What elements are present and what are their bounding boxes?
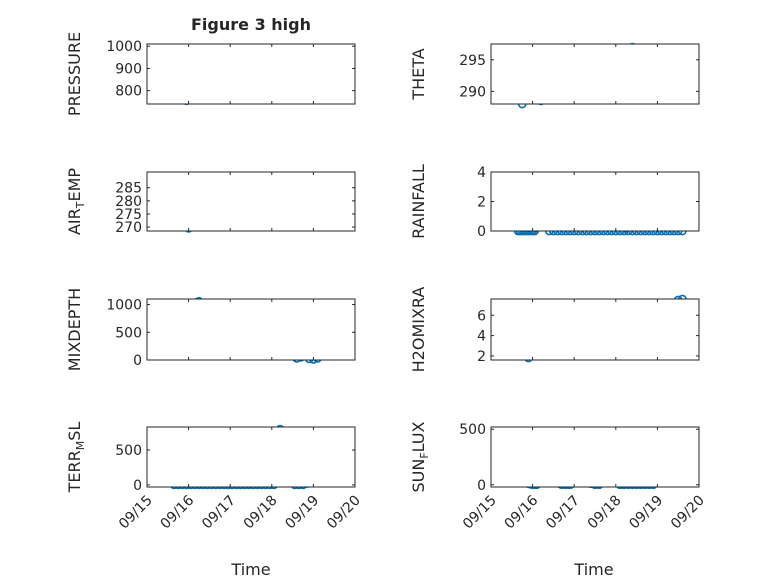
terr_msl-y-tick-label-1: 500: [115, 443, 142, 459]
h2omixra-y-axis-label: H2OMIXRA: [409, 287, 428, 373]
h2omixra-y-tick-label-2: 6: [477, 308, 486, 324]
pressure-y-tick-label-1: 900: [115, 61, 142, 77]
air_temp-y-tick-label-2: 280: [115, 194, 142, 210]
mixdepth-y-axis-label: MIXDEPTH: [65, 288, 84, 371]
x-axis-label-left: Time: [230, 560, 270, 579]
panel-rainfall: 0 2 4 RAINFALL: [409, 164, 700, 240]
theta-y-tick-label-0: 290: [459, 84, 486, 100]
rainfall-axes-box: [490, 171, 700, 232]
pressure-axes-box: [146, 43, 356, 105]
rainfall-y-tick-label-0: 0: [477, 224, 486, 240]
panel-theta: 290 295 THETA: [409, 42, 700, 109]
sun_flux-y-tick-label-0: 0: [477, 478, 486, 494]
sun_flux-y-axis-label: SUNFLUX: [409, 421, 431, 492]
mixdepth-y-tick-label-1: 500: [115, 325, 142, 341]
terr_msl-y-axis-label: TERRMSL: [65, 422, 87, 494]
theta-y-axis-label: THETA: [409, 48, 428, 100]
rainfall-y-axis-label: RAINFALL: [409, 164, 428, 239]
panel-pressure: 800 900 1000 PRESSURE: [65, 32, 356, 116]
h2omixra-axes-box: [490, 298, 700, 361]
air_temp-axes-box: [146, 171, 356, 232]
sun_flux-y-axis-label-subscript: F: [418, 452, 431, 458]
terr_msl-y-axis-label-rest: SL: [65, 422, 84, 441]
pressure-y-axis-label: PRESSURE: [65, 32, 84, 116]
rainfall-y-tick-label-1: 2: [477, 195, 486, 211]
air_temp-y-tick-label-1: 275: [115, 207, 142, 223]
mixdepth-y-tick-label-2: 1000: [106, 298, 142, 314]
sun_flux-axes-box: [490, 426, 700, 488]
air_temp-y-tick-label-0: 270: [115, 220, 142, 236]
terr_msl-axes-box: [146, 426, 356, 488]
terr_msl-y-axis-label-subscript: M: [74, 441, 87, 451]
x-axis-label-right: Time: [573, 560, 613, 579]
air_temp-y-tick-label-3: 285: [115, 181, 142, 197]
air_temp-y-axis-label: AIRTEMP: [65, 168, 87, 235]
pressure-y-tick-label-0: 800: [115, 84, 142, 100]
figure-title: Figure 3 high: [191, 15, 311, 34]
sun_flux-y-axis-label-rest: LUX: [409, 421, 428, 452]
terr_msl-y-axis-label-main: TERR: [65, 450, 84, 493]
terr_msl-y-tick-label-0: 0: [133, 478, 142, 494]
air_temp-y-axis-label-main: AIR: [65, 208, 84, 235]
panel-mixdepth: 0 500 1000 MIXDEPTH: [65, 288, 356, 371]
air_temp-y-axis-label-rest: EMP: [65, 168, 84, 202]
sun_flux-y-tick-label-1: 500: [459, 422, 486, 438]
rainfall-y-tick-label-2: 4: [477, 165, 486, 181]
theta-axes-box: [490, 43, 700, 105]
mixdepth-y-tick-label-0: 0: [133, 353, 142, 369]
air_temp-y-axis-label-subscript: T: [74, 201, 87, 209]
h2omixra-y-tick-label-1: 4: [477, 329, 486, 345]
mixdepth-axes-box: [146, 298, 356, 361]
theta-y-tick-label-1: 295: [459, 53, 486, 69]
panel-h2omixra: 2 4 6 H2OMIXRA: [409, 287, 700, 373]
h2omixra-y-tick-label-0: 2: [477, 349, 486, 365]
pressure-y-tick-label-2: 1000: [106, 39, 142, 55]
sun_flux-y-axis-label-main: SUN: [409, 459, 428, 493]
